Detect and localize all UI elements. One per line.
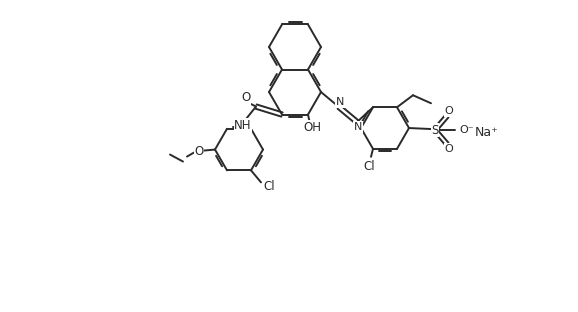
Text: NH: NH — [234, 119, 252, 132]
Text: O: O — [444, 106, 453, 116]
Text: N: N — [354, 122, 362, 132]
Text: N: N — [336, 97, 344, 107]
Text: O⁻: O⁻ — [460, 125, 475, 135]
Text: S: S — [431, 124, 439, 137]
Text: OH: OH — [303, 121, 321, 134]
Text: Na⁺: Na⁺ — [475, 125, 499, 139]
Text: O: O — [194, 145, 203, 158]
Text: Cl: Cl — [363, 160, 375, 173]
Text: Cl: Cl — [263, 180, 275, 193]
Text: O: O — [444, 144, 453, 154]
Text: O: O — [242, 91, 251, 104]
